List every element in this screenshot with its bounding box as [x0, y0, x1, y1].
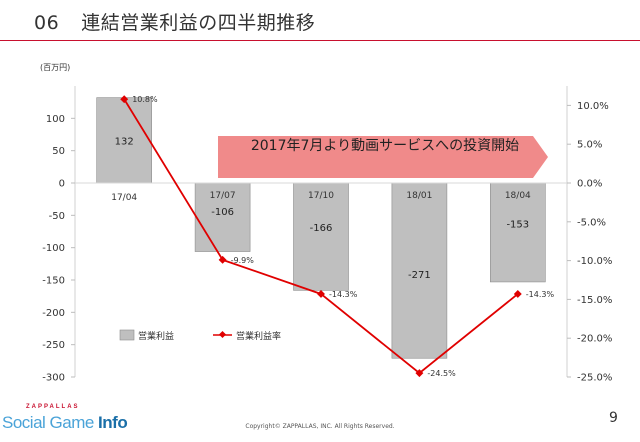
slide-title-text: 連結営業利益の四半期推移 — [81, 12, 316, 34]
copyright-text: Copyright© ZAPPALLAS, INC. All Rights Re… — [245, 423, 395, 430]
line-data-label: 10.8% — [132, 95, 158, 104]
slide-number: 06 — [34, 12, 60, 34]
bar — [96, 97, 152, 184]
left-tick-label: -50 — [49, 211, 65, 222]
legend: 営業利益 営業利益率 — [119, 329, 281, 342]
line-data-label: -14.3% — [329, 290, 358, 299]
category-label: 17/07 — [210, 191, 236, 201]
logo-accent-text: Info — [98, 413, 128, 432]
banner-arrow — [218, 136, 548, 178]
bar — [391, 182, 448, 359]
bar — [293, 182, 349, 291]
bar-data-labels: 132 -106 -166 -271 -153 — [115, 136, 529, 281]
left-axis: 100 50 0 -50 -100 -150 -200 -250 -300 — [42, 86, 76, 384]
line-data-label: -24.5% — [427, 369, 456, 378]
page-number: 9 — [609, 410, 618, 426]
zappallas-logo-text: ZAPPALLAS — [26, 404, 80, 410]
category-label: 18/04 — [505, 191, 531, 201]
right-tick-label: -25.0% — [577, 373, 612, 384]
line-series: 10.8% -9.9% -14.3% -24.5% -14.3% — [120, 95, 554, 378]
line-marker — [218, 255, 227, 264]
bar-data-label: -106 — [211, 207, 234, 218]
legend-bar-label: 営業利益 — [138, 330, 174, 342]
bar-series — [96, 97, 546, 359]
right-tick-label: -15.0% — [577, 295, 612, 306]
right-tick-label: -5.0% — [577, 217, 606, 228]
left-tick-label: -150 — [42, 276, 65, 287]
bar-data-label: -271 — [408, 270, 431, 281]
investment-banner: 2017年7月より動画サービスへの投資開始 — [218, 136, 548, 178]
bar — [194, 182, 251, 252]
category-label: 18/01 — [406, 191, 432, 201]
line-marker — [317, 290, 325, 298]
left-tick-label: 0 — [59, 179, 65, 190]
left-tick-label: 50 — [52, 146, 65, 157]
left-tick-label: -200 — [42, 308, 65, 319]
left-tick-label: -100 — [42, 243, 65, 254]
right-axis: 10.0% 5.0% 0.0% -5.0% -10.0% -15.0% -20.0% -25.… — [566, 86, 612, 384]
right-tick-label: -10.0% — [577, 256, 612, 267]
left-tick-label: -300 — [42, 373, 65, 384]
right-tick-label: -20.0% — [577, 334, 612, 345]
legend-line-marker — [218, 330, 227, 339]
y-axis-unit: (百万円) — [40, 63, 71, 72]
bar-data-label: -166 — [310, 223, 333, 234]
left-tick-label: 100 — [46, 114, 65, 125]
right-tick-label: 5.0% — [577, 140, 602, 151]
line-marker — [415, 369, 424, 378]
right-tick-label: 0.0% — [577, 179, 602, 190]
banner-text: 2017年7月より動画サービスへの投資開始 — [251, 138, 519, 154]
logo-main-text: Social Game — [2, 413, 99, 432]
right-tick-label: 10.0% — [577, 101, 609, 112]
legend-bar-swatch — [119, 329, 135, 341]
category-label: 17/10 — [308, 191, 334, 201]
title-divider — [0, 40, 640, 41]
line-data-label: -14.3% — [526, 290, 555, 299]
slide-title: 06 連結営業利益の四半期推移 — [34, 8, 315, 35]
line-data-label: -9.9% — [231, 256, 255, 265]
bar-data-label: 132 — [115, 136, 134, 147]
category-labels: 17/04 17/07 17/10 18/01 18/04 — [111, 191, 531, 203]
bar-data-label: -153 — [506, 220, 529, 231]
bar — [489, 182, 546, 283]
social-game-info-logo: Social Game Info — [2, 413, 128, 433]
legend-line-label: 営業利益率 — [236, 330, 281, 342]
category-label: 17/04 — [111, 193, 137, 203]
line-marker — [120, 95, 129, 104]
left-tick-label: -250 — [42, 340, 65, 351]
